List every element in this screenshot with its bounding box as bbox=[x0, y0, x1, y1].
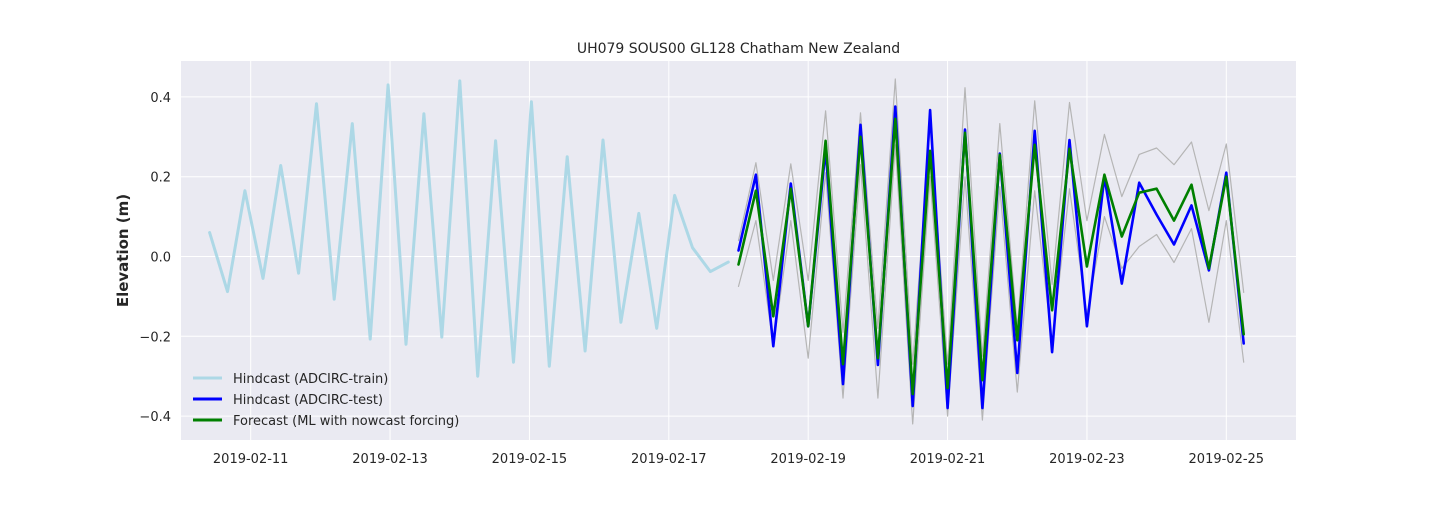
y-tick-label: 0.2 bbox=[150, 171, 171, 186]
series-lines bbox=[208, 78, 1245, 425]
legend-label: Hindcast (ADCIRC-train) bbox=[233, 372, 388, 387]
x-tick-label: 2019-02-17 bbox=[631, 452, 707, 467]
x-tick-label: 2019-02-21 bbox=[910, 452, 986, 467]
series-line-0 bbox=[208, 79, 730, 378]
y-tick-label: 0.0 bbox=[150, 250, 171, 265]
chart-title: UH079 SOUS00 GL128 Chatham New Zealand bbox=[577, 41, 900, 57]
x-tick-label: 2019-02-13 bbox=[352, 452, 428, 467]
y-tick-label: −0.4 bbox=[139, 410, 171, 425]
y-tick-label: 0.4 bbox=[150, 91, 171, 106]
envelope-line bbox=[737, 144, 1245, 425]
y-tick-label: −0.2 bbox=[139, 330, 171, 345]
x-axis-ticks: 2019-02-11 2019-02-13 2019-02-15 2019-02-17… bbox=[213, 452, 1264, 467]
y-axis-label: Elevation (m) bbox=[114, 194, 132, 307]
x-tick-label: 2019-02-19 bbox=[770, 452, 846, 467]
series-line-2 bbox=[737, 117, 1245, 396]
legend: Hindcast (ADCIRC-train) Hindcast (ADCIRC-… bbox=[193, 372, 459, 429]
y-axis-ticks: −0.4 −0.2 0.0 0.2 0.4 bbox=[139, 91, 171, 425]
legend-label: Forecast (ML with nowcast forcing) bbox=[233, 414, 459, 429]
x-tick-label: 2019-02-23 bbox=[1049, 452, 1125, 467]
x-tick-label: 2019-02-25 bbox=[1189, 452, 1265, 467]
envelope-line bbox=[737, 78, 1245, 365]
x-tick-label: 2019-02-11 bbox=[213, 452, 289, 467]
x-tick-label: 2019-02-15 bbox=[492, 452, 568, 467]
legend-label: Hindcast (ADCIRC-test) bbox=[233, 393, 383, 408]
